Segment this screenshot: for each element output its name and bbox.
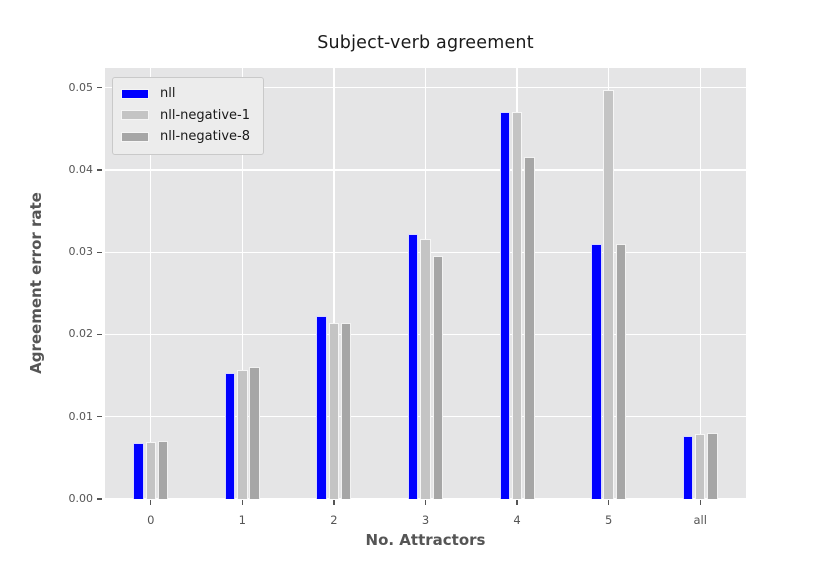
legend-swatch-nll-negative-1	[121, 110, 149, 121]
y-tick-label: 0.00	[68, 492, 94, 505]
legend-swatch-nll	[121, 88, 149, 99]
chart-title: Subject-verb agreement	[317, 33, 534, 53]
x-tick-label: all	[693, 513, 707, 527]
x-tick-label: 5	[604, 513, 613, 527]
gridline-v	[241, 68, 244, 499]
y-tick	[97, 251, 102, 253]
y-tick-label: 0.01	[68, 409, 94, 423]
x-tick	[241, 500, 243, 505]
x-tick-label: 3	[421, 513, 430, 527]
legend-swatch-nll-negative-8	[121, 131, 149, 142]
x-axis-label: No. Attractors	[365, 531, 486, 549]
x-tick	[607, 500, 610, 505]
bar-nll-5	[591, 244, 602, 499]
y-tick	[97, 87, 102, 89]
bar-nll-negative-8-2	[340, 322, 352, 499]
bar-nll-negative-1-4	[511, 112, 523, 499]
gridline-v	[699, 68, 701, 499]
bar-nll-negative-8-1	[249, 367, 260, 499]
legend-label: nll-negative-1	[160, 107, 250, 123]
legend: nll nll-negative-1 nll-negative-8	[112, 77, 264, 155]
bar-nll-negative-8-4	[524, 156, 535, 499]
bar-nll-negative-8-0	[157, 441, 169, 499]
bar-nll-2	[316, 315, 327, 499]
bar-nll-0	[133, 443, 144, 499]
legend-label: nll	[160, 86, 176, 102]
plot-area	[105, 68, 746, 499]
bar-nll-4	[499, 112, 511, 499]
legend-item: nll-negative-8	[121, 126, 255, 148]
legend-label: nll-negative-8	[160, 129, 250, 145]
bar-nll-negative-1-5	[603, 90, 614, 499]
bar-nll-negative-1-1	[237, 369, 248, 499]
gridline-v	[150, 68, 152, 499]
x-tick-label: 4	[513, 513, 521, 527]
bar-nll-negative-1-all	[694, 434, 706, 499]
x-tick	[699, 500, 701, 505]
x-tick	[516, 500, 518, 505]
gridline-v	[333, 68, 335, 499]
x-tick	[333, 500, 335, 505]
x-tick	[424, 500, 427, 505]
x-tick-label: 2	[330, 513, 338, 527]
bar-nll-negative-8-3	[432, 255, 444, 499]
x-tick-label: 1	[238, 513, 246, 527]
y-tick	[97, 333, 102, 336]
y-tick-label: 0.02	[68, 327, 94, 341]
bar-nll-negative-1-2	[328, 322, 340, 499]
y-tick-label: 0.04	[68, 162, 94, 176]
bar-nll-negative-8-all	[707, 433, 718, 499]
y-tick	[97, 416, 102, 418]
y-tick-label: 0.05	[68, 80, 94, 94]
bar-nll-negative-1-3	[420, 239, 431, 499]
y-tick-label: 0.03	[68, 245, 94, 259]
bar-nll-negative-8-5	[615, 244, 627, 499]
bar-nll-negative-1-0	[145, 442, 157, 499]
bar-nll-3	[407, 234, 419, 499]
bar-nll-all	[682, 435, 694, 499]
bar-nll-1	[224, 373, 236, 499]
y-tick	[97, 169, 102, 171]
y-tick	[97, 498, 102, 500]
x-tick	[150, 500, 152, 505]
y-axis-label: Agreement error rate	[27, 192, 45, 374]
x-tick-label: 0	[147, 513, 155, 527]
legend-item: nll	[121, 83, 255, 105]
legend-item: nll-negative-1	[121, 105, 255, 127]
